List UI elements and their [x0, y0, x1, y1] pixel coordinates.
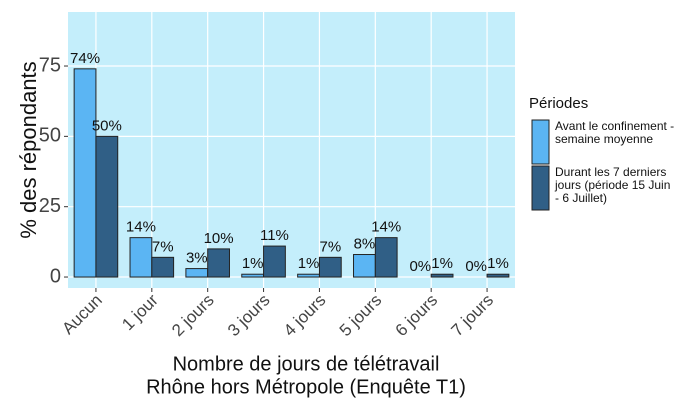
x-tick-label: 7 jours [448, 291, 498, 341]
data-label: 1% [242, 255, 264, 272]
bar [207, 248, 230, 278]
y-tick-label: 75 [39, 54, 61, 76]
y-tick-label: 50 [39, 125, 61, 147]
bar [353, 254, 376, 278]
bar [151, 256, 175, 278]
y-axis-label: % des répondants [16, 61, 41, 238]
bar [297, 273, 320, 278]
data-label: 8% [354, 235, 376, 252]
bar [430, 273, 454, 278]
x-tick-label: 1 jour [118, 290, 162, 334]
y-tick-label: 25 [39, 195, 61, 217]
legend-title: Périodes [529, 95, 588, 112]
bar [129, 237, 153, 278]
data-label: 1% [487, 255, 509, 272]
bar [73, 68, 97, 278]
legend-label: Avant le confinement - semaine moyenne [555, 119, 675, 146]
data-label: 7% [319, 238, 341, 255]
marks: 74%50%14%7%3%10%1%11%1%7% 8%14%0% 1% 0% 1% [70, 50, 510, 278]
bar [486, 273, 510, 278]
data-label: 50% [92, 117, 122, 134]
bar [374, 237, 398, 278]
data-label: 14% [126, 219, 156, 236]
data-label: 0% [465, 258, 487, 275]
x-tick-label: 5 jours [336, 291, 386, 341]
x-tick-label: 6 jours [392, 291, 442, 341]
data-label: 10% [204, 230, 234, 247]
x-tick-label: Aucun [58, 291, 106, 339]
y-tick-label: 0 [50, 265, 61, 287]
data-label: 14% [371, 219, 401, 236]
bar [95, 135, 119, 278]
data-label: 1% [431, 255, 453, 272]
data-label: 7% [152, 238, 174, 255]
bar [263, 245, 286, 278]
x-axis-label: Nombre de jours de télétravail [173, 353, 440, 375]
bar [241, 273, 265, 278]
x-tick-label: 4 jours [280, 291, 330, 341]
x-tick-label: 3 jours [224, 291, 274, 341]
bar [318, 256, 342, 278]
legend-key [531, 119, 550, 165]
data-label: 11% [260, 227, 289, 244]
data-label: 1% [298, 255, 320, 272]
legend-key [531, 165, 550, 211]
x-axis-label: Rhône hors Métropole (Enquête T1) [146, 376, 466, 398]
legend-label: Durant les 7 derniers jours (période 15 … [555, 165, 671, 205]
data-label: 0% [409, 258, 431, 275]
x-tick-label: 2 jours [168, 291, 218, 341]
data-label: 74% [70, 50, 100, 67]
data-label: 3% [186, 250, 208, 267]
bar [185, 268, 209, 278]
